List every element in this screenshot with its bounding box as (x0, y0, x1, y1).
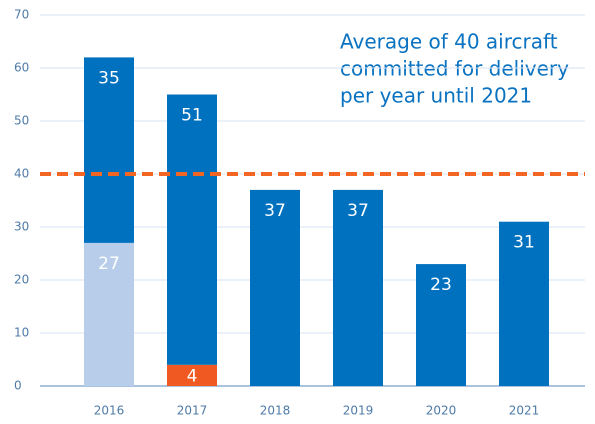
bar-segment (416, 264, 466, 386)
bar-segment (333, 189, 383, 386)
value-label: 51 (181, 106, 203, 126)
value-label: 4 (187, 366, 198, 386)
annotation-line: per year until 2021 (340, 84, 532, 108)
y-tick-label: 70 (14, 8, 29, 22)
value-label: 37 (347, 201, 369, 221)
value-label: 23 (430, 275, 452, 295)
bar-segment (499, 221, 549, 386)
x-tick-label: 2017 (177, 404, 208, 418)
x-tick-label: 2020 (426, 404, 457, 418)
x-tick-label: 2016 (94, 404, 125, 418)
x-tick-label: 2019 (343, 404, 374, 418)
value-label: 27 (98, 254, 120, 274)
bar-segment (84, 242, 134, 386)
y-tick-label: 0 (14, 379, 22, 393)
y-tick-label: 10 (14, 326, 29, 340)
annotation-line: Average of 40 aircraft (340, 30, 558, 54)
y-tick-label: 30 (14, 220, 29, 234)
x-tick-label: 2018 (260, 404, 291, 418)
value-label: 31 (513, 233, 535, 253)
bar-segment (84, 57, 134, 243)
value-label: 35 (98, 68, 120, 88)
y-tick-label: 50 (14, 114, 29, 128)
y-tick-label: 60 (14, 61, 29, 75)
x-tick-label: 2021 (509, 404, 540, 418)
y-tick-label: 20 (14, 273, 29, 287)
bar-segment (250, 189, 300, 386)
y-tick-label: 40 (14, 167, 29, 181)
bar-segment (167, 364, 217, 386)
bar-segment (167, 94, 217, 365)
value-label: 37 (264, 201, 286, 221)
